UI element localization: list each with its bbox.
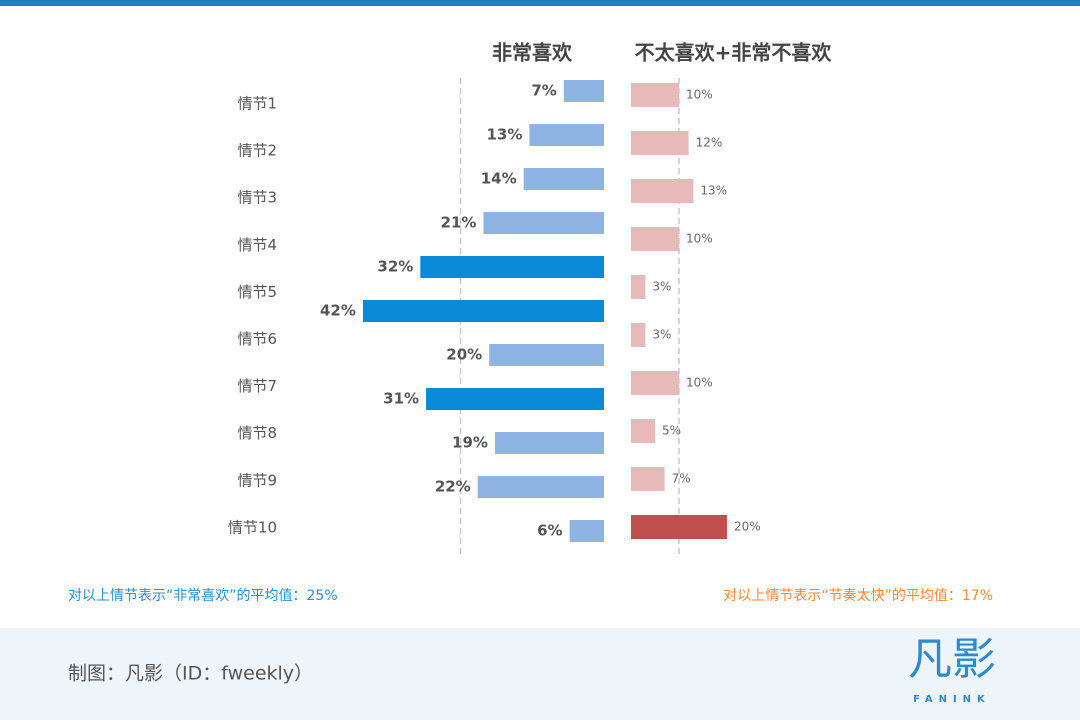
bar xyxy=(631,515,727,539)
bar xyxy=(631,179,694,203)
category-label: 情节6 xyxy=(237,330,277,348)
category-label: 情节1 xyxy=(237,95,277,113)
value-label: 20% xyxy=(734,520,761,534)
bar xyxy=(489,344,604,366)
value-label: 13% xyxy=(700,184,727,198)
value-label: 7% xyxy=(531,82,556,100)
value-label: 14% xyxy=(481,170,517,188)
bar xyxy=(483,212,604,234)
value-label: 10% xyxy=(686,376,713,390)
bar xyxy=(631,323,646,347)
value-label: 12% xyxy=(696,136,723,150)
bar xyxy=(631,227,679,251)
value-label: 22% xyxy=(435,478,471,496)
value-label: 7% xyxy=(672,472,691,486)
logo: 凡影 xyxy=(908,634,996,685)
bar xyxy=(631,131,689,155)
credit: 制图：凡影（ID：fweekly） xyxy=(68,663,313,685)
bar xyxy=(477,476,604,498)
left-title: 非常喜欢 xyxy=(492,41,573,65)
value-label: 19% xyxy=(452,434,488,452)
bar xyxy=(362,300,604,322)
value-label: 10% xyxy=(686,88,713,102)
right-note: 对以上情节表示“节奏太快”的平均值：17% xyxy=(723,588,993,604)
category-label: 情节4 xyxy=(237,236,277,254)
value-label: 13% xyxy=(486,126,522,144)
bar xyxy=(563,80,604,102)
footer-band xyxy=(0,628,1080,720)
top-bar xyxy=(0,0,1080,6)
bar xyxy=(494,432,604,454)
bar xyxy=(529,124,604,146)
value-label: 31% xyxy=(383,390,419,408)
logo-sub: FANINK xyxy=(913,694,991,705)
value-label: 6% xyxy=(537,522,562,540)
category-label: 情节7 xyxy=(237,377,277,395)
bar xyxy=(631,467,665,491)
category-label: 情节3 xyxy=(237,189,277,207)
value-label: 3% xyxy=(652,328,671,342)
right-title: 不太喜欢+非常不喜欢 xyxy=(635,41,833,65)
category-label: 情节10 xyxy=(228,518,277,536)
category-label: 情节2 xyxy=(237,142,277,160)
category-label: 情节5 xyxy=(237,283,277,301)
value-label: 32% xyxy=(377,258,413,276)
value-label: 3% xyxy=(652,280,671,294)
value-label: 42% xyxy=(320,302,356,320)
value-label: 5% xyxy=(662,424,681,438)
bar xyxy=(631,419,655,443)
bar xyxy=(631,275,646,299)
value-label: 21% xyxy=(441,214,477,232)
bar xyxy=(631,371,679,395)
value-label: 20% xyxy=(446,346,482,364)
bar xyxy=(426,388,604,410)
bar xyxy=(523,168,604,190)
category-label: 情节8 xyxy=(237,424,277,442)
category-label: 情节9 xyxy=(237,471,277,489)
bar xyxy=(420,256,604,278)
bar xyxy=(569,520,604,542)
value-label: 10% xyxy=(686,232,713,246)
bar xyxy=(631,83,679,107)
left-note: 对以上情节表示“非常喜欢”的平均值：25% xyxy=(68,588,338,604)
